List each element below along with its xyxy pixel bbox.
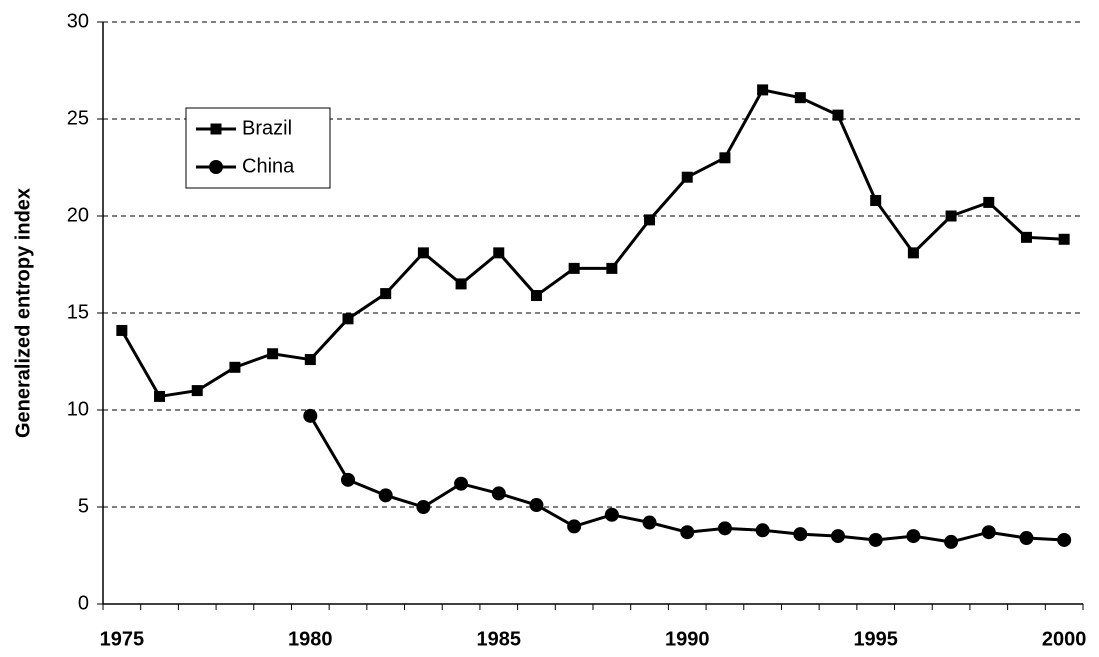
data-point <box>529 498 544 513</box>
data-point <box>794 92 806 104</box>
data-point <box>680 525 695 540</box>
x-tick-label: 1985 <box>477 628 522 650</box>
legend-label: Brazil <box>242 117 292 139</box>
data-point <box>1058 233 1070 245</box>
y-tick-label: 25 <box>67 107 89 129</box>
data-point <box>870 194 882 206</box>
legend-box <box>185 107 331 189</box>
data-point <box>642 515 657 530</box>
data-point <box>116 324 128 336</box>
series-line <box>120 88 1065 399</box>
data-point <box>793 527 808 542</box>
data-point <box>757 84 769 96</box>
data-point <box>378 488 393 503</box>
y-axis-label: Generalized entropy index <box>12 188 34 438</box>
legend-marker <box>209 160 223 174</box>
data-point <box>719 152 731 164</box>
data-point <box>530 290 542 302</box>
data-point <box>154 390 166 402</box>
y-tick-label: 15 <box>67 301 89 323</box>
data-point <box>981 525 996 540</box>
y-tick-label: 0 <box>78 592 89 614</box>
data-point <box>644 214 656 226</box>
data-point <box>303 408 318 423</box>
y-tick-label: 20 <box>67 204 89 226</box>
data-point <box>304 354 316 366</box>
data-point <box>868 532 883 547</box>
data-point <box>945 210 957 222</box>
data-point <box>681 171 693 183</box>
data-point <box>1019 531 1034 546</box>
x-tick-label: 1980 <box>288 628 333 650</box>
x-tick-label: 2000 <box>1042 628 1087 650</box>
data-point <box>491 486 506 501</box>
data-point <box>568 262 580 274</box>
x-tick-label: 1995 <box>853 628 898 650</box>
x-tick-label: 1990 <box>665 628 710 650</box>
y-tick-label: 30 <box>67 10 89 32</box>
data-point <box>267 348 279 360</box>
data-point <box>567 519 582 534</box>
legend-label: China <box>242 155 295 177</box>
data-point <box>493 247 505 259</box>
data-point <box>717 521 732 536</box>
y-tick-label: 5 <box>78 495 89 517</box>
data-point <box>604 507 619 522</box>
data-point <box>606 262 618 274</box>
y-tick-label: 10 <box>67 398 89 420</box>
data-point <box>831 529 845 544</box>
data-point <box>1057 532 1072 547</box>
data-point <box>755 523 770 538</box>
data-point <box>342 313 354 325</box>
data-point <box>454 476 469 491</box>
data-point <box>417 247 429 259</box>
data-point <box>229 361 241 373</box>
series-line <box>309 415 1065 544</box>
legend-marker <box>210 123 222 135</box>
data-point <box>416 500 431 514</box>
x-tick-label: 1975 <box>100 628 145 650</box>
data-point <box>907 247 919 259</box>
data-point <box>1020 231 1032 243</box>
data-point <box>906 529 921 544</box>
data-point <box>832 109 844 121</box>
data-point <box>341 472 355 487</box>
data-point <box>380 288 392 300</box>
data-point <box>455 278 467 290</box>
data-point <box>191 385 203 397</box>
data-point <box>944 534 959 549</box>
data-point <box>983 196 995 208</box>
